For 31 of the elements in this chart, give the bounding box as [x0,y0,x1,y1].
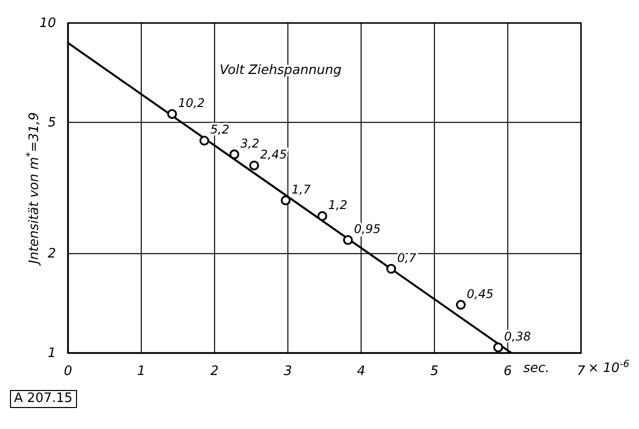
point [456,300,466,310]
x-axis-title: sec. [523,361,550,376]
point [317,211,328,221]
text: × 10$^{-6}$ [588,358,630,376]
x-tick-label: 3 [284,364,292,379]
x-tick-label: 5 [430,364,439,379]
x-tick-label: 4 [357,364,366,379]
annotation: 3,2 [240,136,260,150]
point [280,196,291,206]
point [386,264,396,274]
annotation: 2,45 [260,147,287,162]
point [249,160,260,170]
annotation: 1,7 [292,182,312,196]
point [229,149,240,160]
y-tick-label: 2 [48,246,56,262]
annotation: 1,2 [328,198,348,212]
x-tick-label: 1 [137,364,146,379]
x-tick-label: 0 [64,364,72,379]
x-tick-label: 6 [504,364,512,379]
point [167,109,177,119]
point [343,235,353,245]
annotation: 10,2 [178,96,205,110]
x-tick-label: 7 [576,364,586,379]
y-tick-label: 5 [48,115,56,130]
y-tick-label: 10 [39,16,56,31]
point [493,342,504,352]
annotation: 0,45 [466,286,494,301]
y-tick-label: 1 [48,346,56,361]
text: A 207.15 [10,390,77,408]
point [199,136,210,146]
x-tick-label: 2 [210,364,219,379]
